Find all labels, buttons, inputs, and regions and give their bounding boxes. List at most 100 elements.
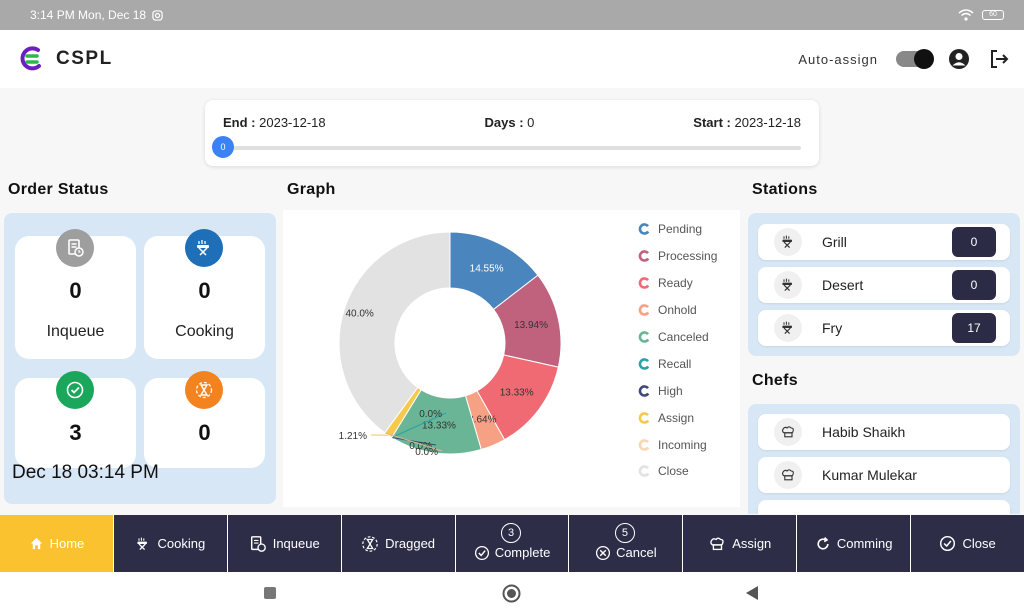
inqueue-label: Inqueue <box>46 323 105 340</box>
legend-item: Pending <box>638 216 717 243</box>
donut-label-incoming: 0.0% <box>415 447 438 458</box>
station-row[interactable]: Grill 0 <box>758 224 1010 260</box>
brand: CSPL <box>18 45 113 73</box>
legend-label: Pending <box>658 222 703 237</box>
cooking-tile[interactable]: 0 Cooking <box>144 229 265 359</box>
back-button-icon[interactable] <box>745 585 759 601</box>
nav-cooking[interactable]: Cooking <box>114 515 228 572</box>
hourglass-icon <box>362 535 378 552</box>
nav-cancel-label: Cancel <box>616 545 657 560</box>
chef-row[interactable]: Habib Shaikh <box>758 414 1010 450</box>
nav-complete-label: Complete <box>494 545 551 560</box>
chef-row[interactable] <box>758 500 1010 514</box>
nav-inqueue[interactable]: Inqueue <box>228 515 342 572</box>
legend-label: High <box>658 383 683 398</box>
inqueue-count: 0 <box>69 278 82 303</box>
legend-label: Close <box>658 464 689 479</box>
station-count: 0 <box>952 270 996 300</box>
inqueue-tile[interactable]: 0 Inqueue <box>15 229 136 359</box>
donut-leader-line <box>384 432 443 452</box>
dragged-tile[interactable]: 0 <box>144 371 265 468</box>
cooking-count: 0 <box>198 278 211 303</box>
station-name: Grill <box>822 234 847 250</box>
legend-swatch-icon <box>638 411 650 424</box>
brand-name: CSPL <box>56 48 113 69</box>
days-slider-thumb[interactable]: 0 <box>212 136 234 158</box>
graph-title: Graph <box>287 181 336 198</box>
nav-close[interactable]: Close <box>911 515 1024 572</box>
hourglass-icon <box>185 371 223 409</box>
legend-swatch-icon <box>638 277 650 289</box>
nav-home[interactable]: Home <box>0 515 114 572</box>
days-value: 0 <box>527 115 535 130</box>
donut-slice-close[interactable] <box>338 231 451 434</box>
cancel-icon <box>596 545 611 560</box>
legend-item: Assign <box>638 404 717 431</box>
inqueue-icon <box>56 229 94 267</box>
nav-home-label: Home <box>49 536 85 551</box>
end-date: End : 2023-12-18 <box>223 115 326 130</box>
instagram-icon <box>152 9 163 21</box>
nav-dragged[interactable]: Dragged <box>342 515 456 572</box>
station-row[interactable]: Fry 17 <box>758 310 1010 346</box>
station-name: Fry <box>822 320 843 336</box>
system-nav-bar <box>0 572 1024 614</box>
cooking-icon <box>774 314 802 342</box>
legend-label: Processing <box>658 249 718 264</box>
start-label: Start : <box>693 115 731 130</box>
home-button-icon[interactable] <box>502 584 521 603</box>
chef-row[interactable]: Kumar Mulekar <box>758 457 1010 493</box>
check-circle-icon <box>940 535 956 552</box>
logout-icon[interactable] <box>988 48 1010 70</box>
stations-panel: Grill 0 Desert 0 Fry 17 <box>748 213 1020 356</box>
legend-label: Ready <box>658 276 693 291</box>
nav-comming[interactable]: Comming <box>797 515 912 572</box>
nav-comming-label: Comming <box>836 536 893 551</box>
station-row[interactable]: Desert 0 <box>758 267 1010 303</box>
legend-swatch-icon <box>638 385 650 397</box>
nav-close-label: Close <box>962 536 996 551</box>
date-range-card: End : 2023-12-18 Days : 0 Start : 2023-1… <box>205 100 819 166</box>
legend-swatch-icon <box>638 223 650 236</box>
legend-item: High <box>638 377 717 404</box>
days-slider-track[interactable] <box>221 146 801 150</box>
donut-label-close: 40.0% <box>345 309 373 320</box>
donut-leader-line <box>391 437 437 446</box>
complete-badge: 3 <box>501 523 521 543</box>
cooking-icon <box>774 228 802 256</box>
account-icon[interactable] <box>948 48 970 70</box>
nav-assign-label: Assign <box>732 536 772 551</box>
complete-tile[interactable]: 3 <box>15 371 136 468</box>
chefs-title: Chefs <box>752 372 798 389</box>
chart-legend: Pending Processing Ready Onhold Canceled Reca… <box>638 216 717 485</box>
donut-label-processing: 13.94% <box>514 320 548 331</box>
status-time: 3:14 PM Mon, Dec 18 <box>30 8 147 22</box>
battery-level: 60 <box>989 11 997 18</box>
dragged-count: 0 <box>198 420 211 445</box>
donut-label-assign: 1.21% <box>339 431 367 442</box>
stations-title: Stations <box>752 181 818 198</box>
chef-hat-icon <box>710 536 724 550</box>
battery-icon: 60 <box>982 10 1004 20</box>
recents-button-icon[interactable] <box>263 586 277 600</box>
legend-item: Canceled <box>638 324 717 351</box>
cooking-icon <box>137 537 148 550</box>
legend-swatch-icon <box>638 304 650 316</box>
chef-name: Habib Shaikh <box>822 424 906 440</box>
home-icon <box>30 537 42 550</box>
legend-label: Recall <box>658 356 692 371</box>
nav-complete[interactable]: 3 Complete <box>456 515 570 572</box>
order-status-panel: 0 Inqueue 0 Cooking 3 0 Dec 18 03:14 PM <box>4 213 276 504</box>
app-bar: CSPL Auto-assign <box>0 30 1024 88</box>
legend-label: Assign <box>658 410 695 425</box>
cooking-label: Cooking <box>175 323 234 340</box>
legend-swatch-icon <box>638 465 650 478</box>
legend-item: Processing <box>638 243 717 270</box>
complete-count: 3 <box>69 420 82 445</box>
inqueue-icon <box>250 535 266 552</box>
nav-cancel[interactable]: 5 Cancel <box>569 515 684 572</box>
auto-assign-toggle[interactable] <box>896 49 934 69</box>
auto-assign-label: Auto-assign <box>798 51 878 67</box>
graph-panel: 14.55% 13.94% 13.33% 3.64% 13.33% 0.0% 0.0% 1.2… <box>283 210 740 507</box>
nav-assign[interactable]: Assign <box>683 515 798 572</box>
